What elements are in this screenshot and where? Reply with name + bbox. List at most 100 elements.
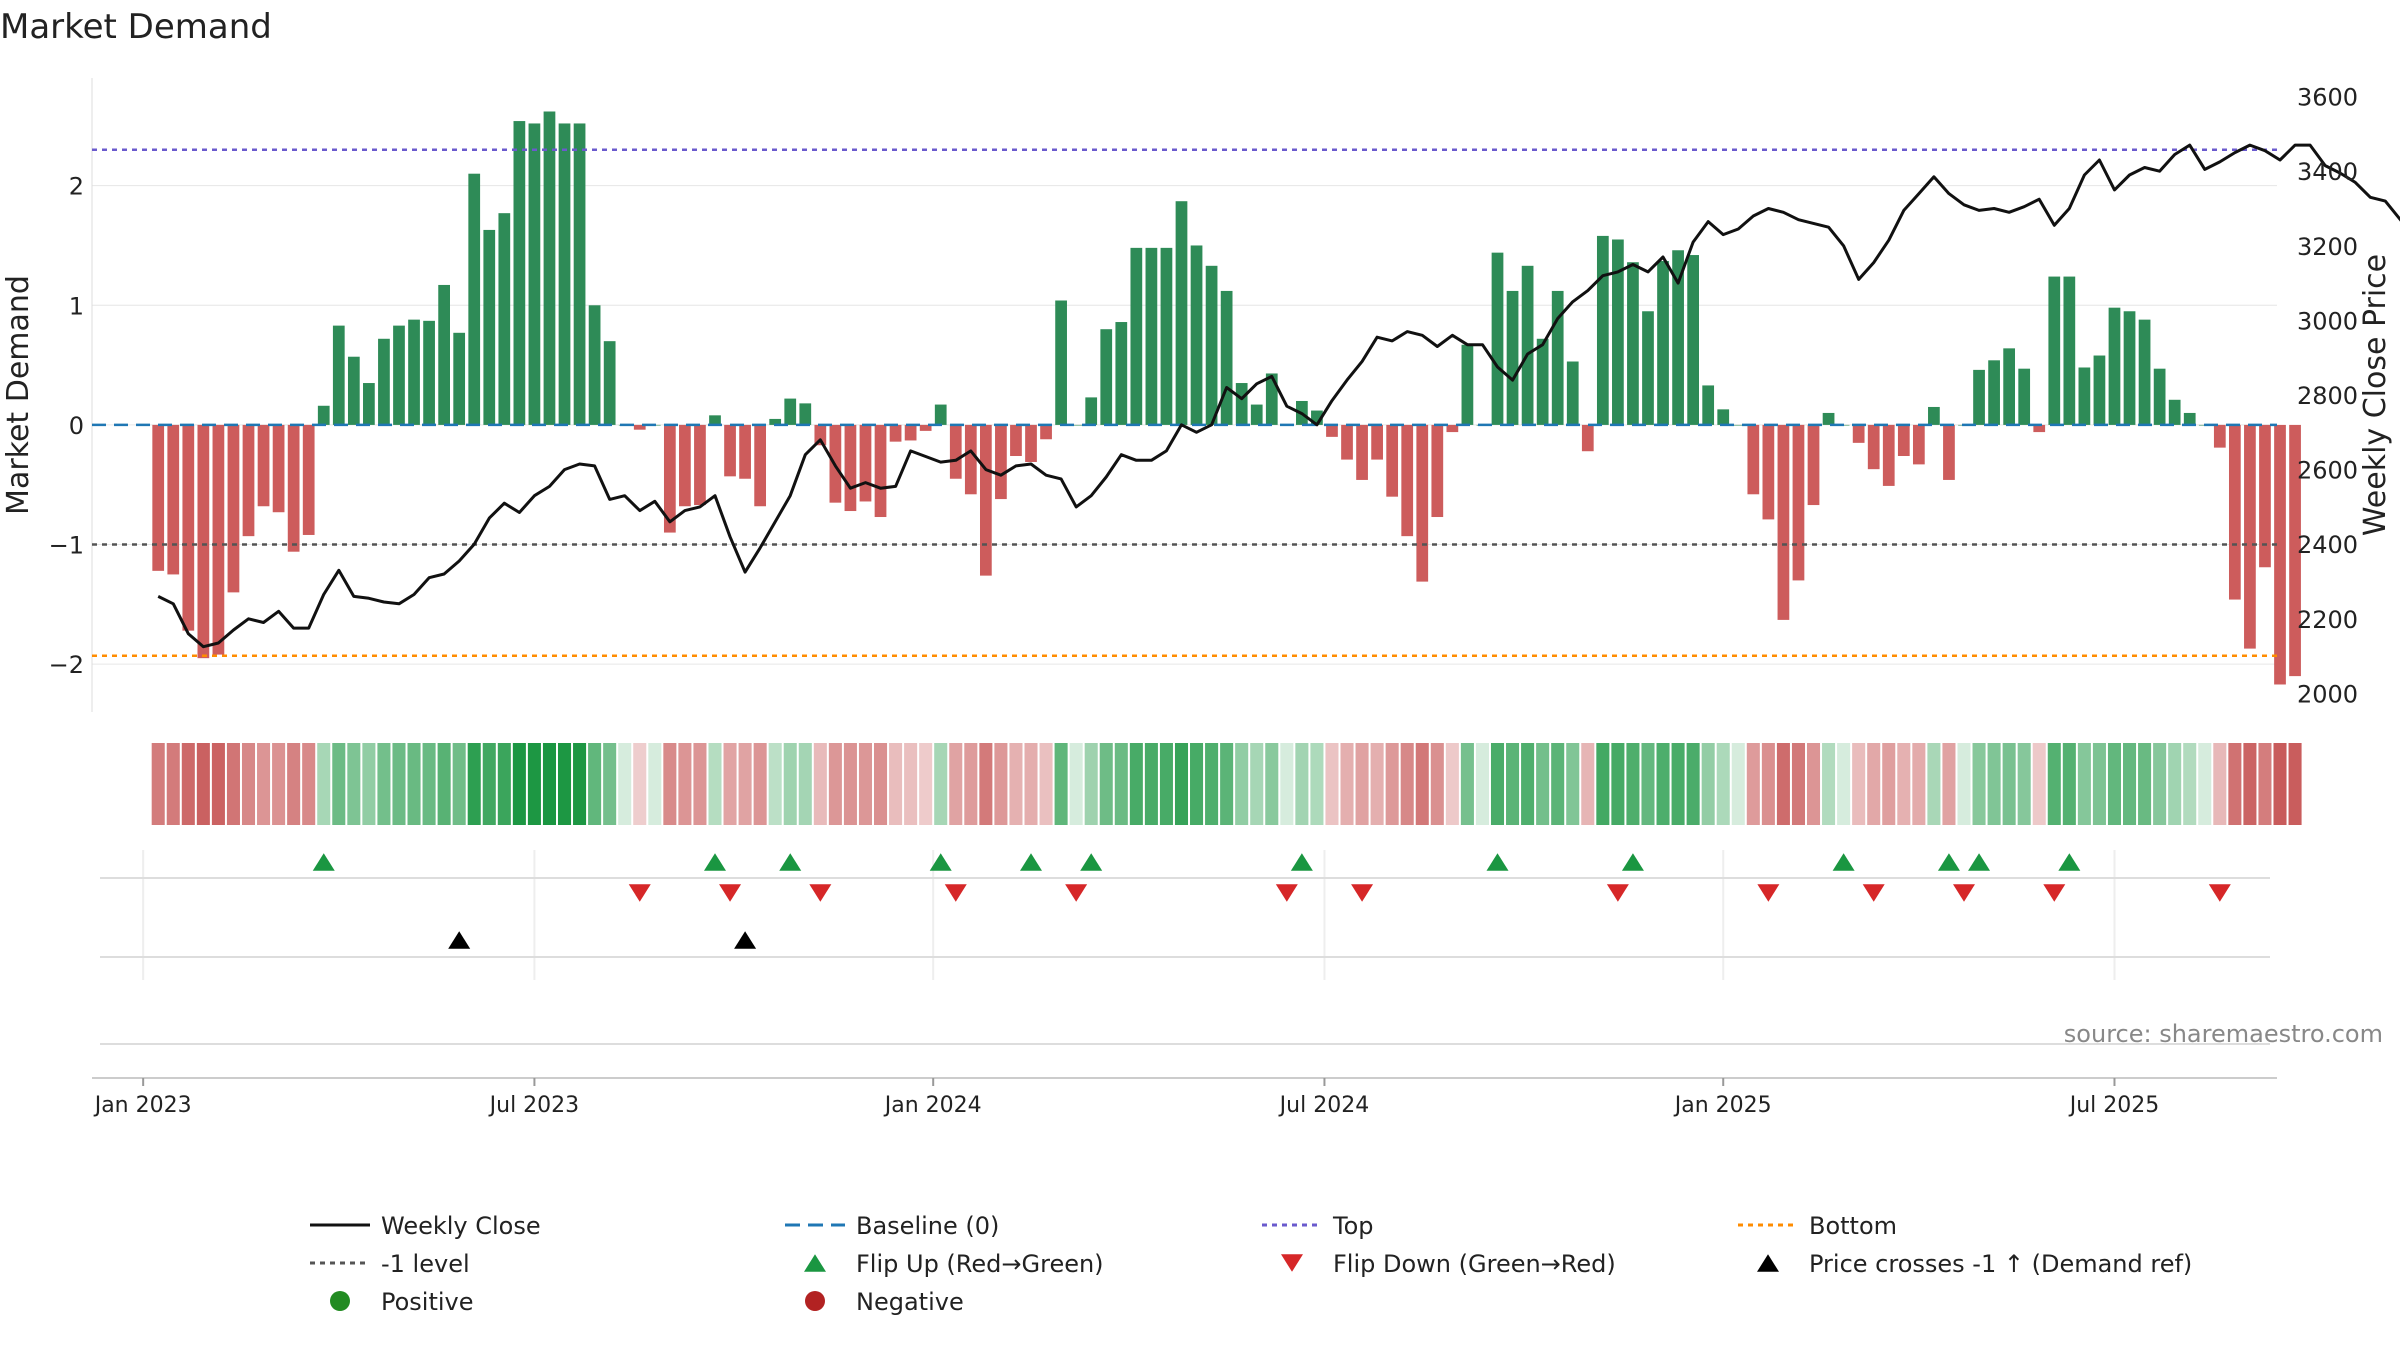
- heat-cell: [843, 743, 857, 825]
- heat-cell: [1220, 743, 1234, 825]
- demand-bar: [498, 213, 511, 425]
- heat-cell: [783, 743, 797, 825]
- heat-cell: [2213, 743, 2227, 825]
- demand-bar: [1822, 412, 1835, 425]
- chart-title: Market Demand: [0, 7, 272, 47]
- flip-down-marker: [1757, 884, 1780, 902]
- heat-cell: [482, 743, 496, 825]
- demand-bar: [1882, 424, 1895, 486]
- y-tick-right-label: 3600: [2297, 84, 2358, 112]
- heat-cell: [287, 743, 301, 825]
- heat-cell: [377, 743, 391, 825]
- heat-cell: [618, 743, 632, 825]
- demand-bar: [874, 424, 887, 518]
- heat-cell: [2047, 743, 2061, 825]
- heat-cell: [904, 743, 918, 825]
- heat-cell: [2032, 743, 2046, 825]
- heat-cell: [1912, 743, 1926, 825]
- demand-bar: [769, 418, 782, 425]
- heat-cell: [1822, 743, 1836, 825]
- heat-cell: [1972, 743, 1986, 825]
- demand-bar: [1055, 300, 1067, 425]
- demand-bar: [438, 284, 450, 425]
- heat-cell: [422, 743, 436, 825]
- x-tick-label: Jul 2025: [2068, 1093, 2160, 1118]
- demand-bar: [2018, 368, 2031, 425]
- heat-cell: [302, 743, 316, 825]
- heat-cell: [2168, 743, 2182, 825]
- demand-bar: [724, 424, 736, 477]
- heat-cell: [407, 743, 421, 825]
- demand-bar: [1401, 424, 1414, 537]
- flip-down-marker: [1862, 884, 1885, 902]
- heat-cell: [272, 743, 286, 825]
- demand-bar: [468, 173, 481, 425]
- heat-cell: [1566, 743, 1580, 825]
- heat-cell: [1536, 743, 1550, 825]
- demand-bars: [152, 111, 2301, 685]
- demand-bar: [679, 424, 691, 507]
- heat-cell: [497, 743, 511, 825]
- heat-cell: [648, 743, 662, 825]
- heat-cell: [1581, 743, 1595, 825]
- flip-up-marker: [1020, 853, 1043, 871]
- demand-bar: [995, 424, 1007, 500]
- heat-cell: [1852, 743, 1866, 825]
- heat-cell: [1054, 743, 1068, 825]
- heat-cell: [934, 743, 948, 825]
- demand-bar: [754, 424, 767, 507]
- heat-cell: [1731, 743, 1745, 825]
- heat-cell: [1791, 743, 1805, 825]
- demand-bar: [1521, 265, 1534, 425]
- heat-cell: [768, 743, 782, 825]
- demand-bar: [1175, 201, 1188, 425]
- heat-cell: [1235, 743, 1249, 825]
- flip-up-marker: [1290, 853, 1313, 871]
- heat-cell: [1506, 743, 1520, 825]
- demand-bar: [1235, 383, 1248, 425]
- heat-cell: [1867, 743, 1881, 825]
- legend-label: -1 level: [381, 1250, 470, 1278]
- demand-bar: [1657, 261, 1669, 425]
- heat-cell: [452, 743, 466, 825]
- demand-bar: [2259, 424, 2271, 568]
- heat-cell: [1716, 743, 1730, 825]
- heat-cell: [1400, 743, 1414, 825]
- heat-cell: [2017, 743, 2031, 825]
- heat-cell: [1174, 743, 1189, 825]
- heat-cell: [1250, 743, 1264, 825]
- demand-bar: [408, 319, 420, 425]
- flip-down-marker: [2043, 884, 2066, 902]
- heat-cell: [1280, 743, 1294, 825]
- heat-cell: [723, 743, 737, 825]
- demand-bar: [2244, 424, 2256, 649]
- heat-cell: [798, 743, 812, 825]
- heat-cell: [1205, 743, 1219, 825]
- heat-cell: [211, 743, 225, 825]
- heat-cell: [332, 743, 346, 825]
- demand-bar: [1491, 252, 1504, 425]
- demand-bar: [1551, 290, 1564, 425]
- heat-cell: [392, 743, 406, 825]
- demand-bar: [1205, 265, 1218, 425]
- heat-cell: [1475, 743, 1489, 825]
- heat-cell: [678, 743, 692, 825]
- heat-cell: [2077, 743, 2091, 825]
- demand-bar: [1085, 397, 1098, 425]
- price-cross-marker: [448, 931, 471, 949]
- heat-cell: [1987, 743, 2001, 825]
- heat-cell: [2198, 743, 2212, 825]
- demand-bar: [2033, 424, 2046, 433]
- demand-bar: [1115, 322, 1128, 425]
- heat-cell: [1882, 743, 1896, 825]
- demand-bar: [558, 123, 571, 425]
- flip-up-marker: [1080, 853, 1103, 871]
- demand-bar: [1371, 424, 1383, 460]
- y-tick-left-label: −2: [49, 651, 84, 679]
- heat-cell: [1084, 743, 1098, 825]
- heat-cell: [1942, 743, 1956, 825]
- heat-cell: [964, 743, 978, 825]
- demand-bar: [363, 383, 375, 425]
- flip-down-marker: [719, 884, 742, 902]
- heat-cell: [2138, 743, 2152, 825]
